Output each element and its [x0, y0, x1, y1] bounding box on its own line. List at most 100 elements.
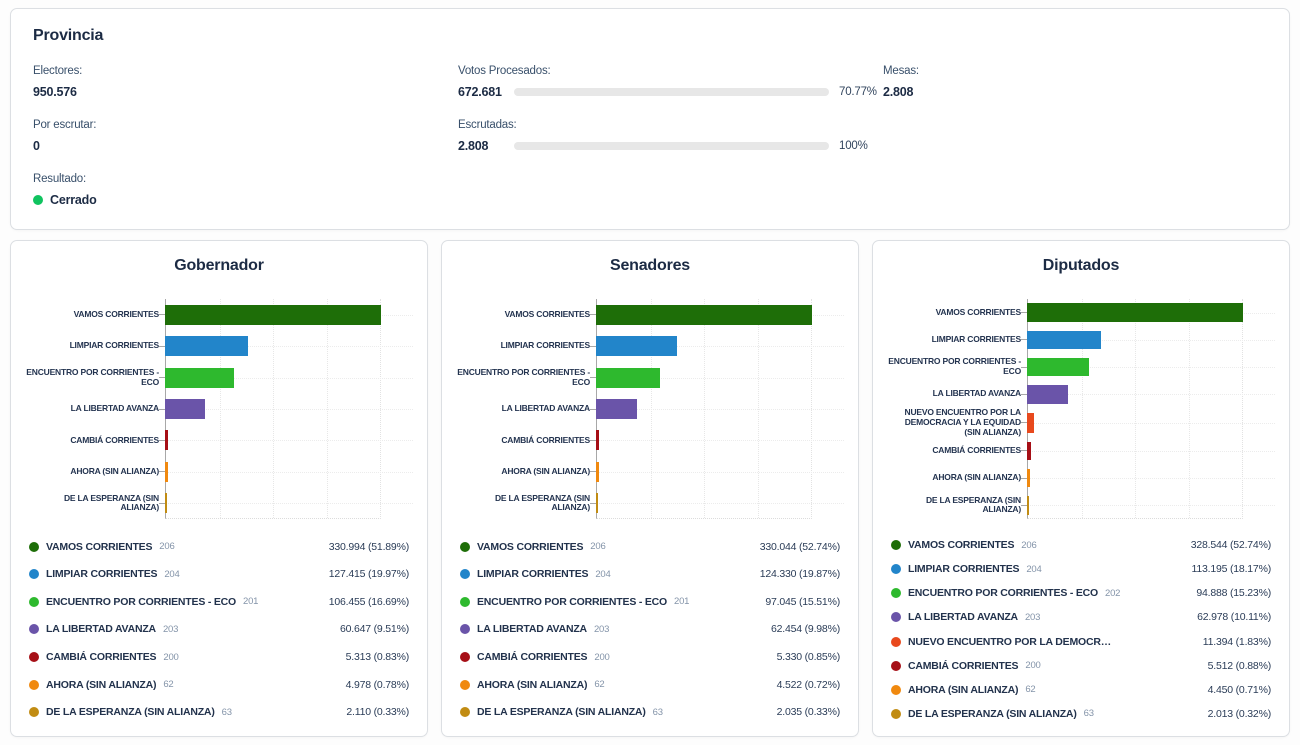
- legend-dot-icon: [891, 564, 901, 575]
- bar-limpiar-corrientes[interactable]: [596, 336, 678, 357]
- legend-row[interactable]: ENCUENTRO POR CORRIENTES - ECO 201 97.045 …: [460, 596, 840, 608]
- bar-de-la-esperanza-sin-alianza-[interactable]: [596, 493, 598, 514]
- chart-row: LA LIBERTAD AVANZA: [456, 393, 844, 424]
- axis-tick: [1021, 504, 1027, 506]
- legend-dot-icon: [460, 569, 470, 580]
- bar-de-la-esperanza-sin-alianza-[interactable]: [165, 493, 167, 514]
- legend-dot-icon: [29, 596, 39, 607]
- bar-area: [165, 488, 413, 519]
- legend-votes-value: 5.313 (0.83%): [345, 651, 410, 664]
- legend-list-number: 201: [674, 596, 690, 608]
- chart-row: VAMOS CORRIENTES: [887, 299, 1275, 326]
- bar-de-la-esperanza-sin-alianza-[interactable]: [1027, 496, 1029, 515]
- legend-votes-value: 4.978 (0.78%): [345, 678, 410, 691]
- bar-cambi-corrientes[interactable]: [596, 430, 600, 451]
- legend-party-name: LA LIBERTAD AVANZA: [908, 611, 1018, 624]
- legend-list-number: 200: [594, 651, 610, 663]
- legend-dot-icon: [460, 624, 470, 635]
- axis-tick: [590, 439, 596, 441]
- bar-vamos-corrientes[interactable]: [165, 304, 381, 325]
- category-label: DE LA ESPERANZA (SIN ALIANZA): [63, 492, 159, 513]
- por-escrutar-label: Por escrutar:: [33, 119, 97, 131]
- category-label: ENCUENTRO POR CORRIENTES - ECO: [888, 356, 1021, 377]
- chart-row: CAMBIÁ CORRIENTES: [456, 425, 844, 456]
- legend-row[interactable]: LA LIBERTAD AVANZA 203 62.978 (10.11%): [891, 611, 1271, 623]
- legend-row[interactable]: CAMBIÁ CORRIENTES 200 5.512 (0.88%): [891, 660, 1271, 672]
- bar-la-libertad-avanza[interactable]: [165, 399, 205, 420]
- category-label: ENCUENTRO POR CORRIENTES - ECO: [26, 366, 159, 387]
- bar-vamos-corrientes[interactable]: [596, 304, 812, 325]
- legend-row[interactable]: LIMPIAR CORRIENTES 204 127.415 (19.97%): [29, 568, 409, 580]
- chart-legend-diputados: VAMOS CORRIENTES 206 328.544 (52.74%) LIMPI…: [887, 533, 1275, 726]
- legend-list-number: 62: [163, 679, 174, 691]
- mesas-value: 2.808: [883, 85, 914, 99]
- legend-row[interactable]: NUEVO ENCUENTRO POR LA DEMOCR… 11.394 (1.…: [891, 636, 1271, 648]
- legend-dot-icon: [29, 569, 39, 580]
- chart-row: LIMPIAR CORRIENTES: [456, 330, 844, 361]
- bar-la-libertad-avanza[interactable]: [1027, 385, 1069, 404]
- legend-row[interactable]: DE LA ESPERANZA (SIN ALIANZA) 63 2.110 (0.…: [29, 706, 409, 718]
- legend-votes-value: 328.544 (52.74%): [1190, 539, 1271, 552]
- chart-card-gobernador: Gobernador VAMOS CORRIENTES LIMPIAR CORRIE…: [10, 240, 428, 737]
- bar-cambi-corrientes[interactable]: [1027, 441, 1031, 461]
- bar-limpiar-corrientes[interactable]: [165, 336, 249, 357]
- gridline: [326, 299, 328, 519]
- bar-ahora-sin-alianza-[interactable]: [1027, 468, 1030, 488]
- chart-gridlines: [1027, 299, 1243, 520]
- bar-area: [1027, 326, 1275, 353]
- legend-list-number: 204: [1026, 563, 1042, 575]
- legend-dot-icon: [891, 540, 901, 551]
- bar-cambi-corrientes[interactable]: [165, 430, 169, 451]
- status-closed-dot-icon: [33, 195, 43, 205]
- gridline: [273, 299, 274, 519]
- bar-ahora-sin-alianza-[interactable]: [165, 461, 169, 482]
- bar-area: [596, 299, 844, 330]
- legend-votes-value: 124.330 (19.87%): [759, 568, 840, 581]
- gridline: [1188, 299, 1190, 519]
- bar-area: [165, 362, 413, 393]
- legend-row[interactable]: VAMOS CORRIENTES 206 330.994 (51.89%): [29, 541, 409, 553]
- legend-row[interactable]: CAMBIÁ CORRIENTES 200 5.330 (0.85%): [460, 651, 840, 663]
- legend-row[interactable]: VAMOS CORRIENTES 206 328.544 (52.74%): [891, 539, 1271, 551]
- legend-row[interactable]: AHORA (SIN ALIANZA) 62 4.450 (0.71%): [891, 684, 1271, 696]
- legend-votes-value: 94.888 (15.23%): [1196, 587, 1271, 600]
- votos-procesados-percent: 70.77%: [839, 86, 877, 98]
- legend-list-number: 206: [1021, 539, 1037, 551]
- legend-party-name: DE LA ESPERANZA (SIN ALIANZA): [46, 706, 215, 719]
- legend-row[interactable]: DE LA ESPERANZA (SIN ALIANZA) 63 2.013 (0.…: [891, 708, 1271, 720]
- legend-votes-value: 330.994 (51.89%): [328, 540, 409, 553]
- legend-votes-value: 62.454 (9.98%): [771, 623, 840, 636]
- axis-tick: [159, 471, 165, 473]
- bar-ahora-sin-alianza-[interactable]: [596, 461, 599, 482]
- axis-tick: [159, 314, 165, 316]
- escrutadas-percent: 100%: [839, 140, 868, 152]
- legend-row[interactable]: LA LIBERTAD AVANZA 203 62.454 (9.98%): [460, 623, 840, 635]
- legend-votes-value: 113.195 (18.17%): [1191, 563, 1272, 576]
- votos-procesados-value: 672.681: [458, 85, 502, 99]
- legend-row[interactable]: CAMBIÁ CORRIENTES 200 5.313 (0.83%): [29, 651, 409, 663]
- bar-la-libertad-avanza[interactable]: [596, 399, 637, 420]
- legend-row[interactable]: AHORA (SIN ALIANZA) 62 4.522 (0.72%): [460, 679, 840, 691]
- legend-row[interactable]: LA LIBERTAD AVANZA 203 60.647 (9.51%): [29, 623, 409, 635]
- bar-nuevo-encuentro-por-la-democracia-y-la-equidad-sin-alianza-[interactable]: [1027, 412, 1035, 433]
- bar-vamos-corrientes[interactable]: [1027, 303, 1243, 322]
- bar-limpiar-corrientes[interactable]: [1027, 330, 1102, 350]
- legend-party-name: ENCUENTRO POR CORRIENTES - ECO: [477, 595, 668, 608]
- bar-encuentro-por-corrientes-eco[interactable]: [596, 367, 660, 388]
- legend-row[interactable]: ENCUENTRO POR CORRIENTES - ECO 201 106.455…: [29, 596, 409, 608]
- legend-dot-icon: [29, 652, 39, 663]
- chart-title-senadores: Senadores: [609, 257, 690, 274]
- legend-row[interactable]: ENCUENTRO POR CORRIENTES - ECO 202 94.888 …: [891, 587, 1271, 599]
- legend-row[interactable]: LIMPIAR CORRIENTES 204 124.330 (19.87%): [460, 568, 840, 580]
- legend-dot-icon: [29, 541, 39, 552]
- electores-value: 950.576: [33, 85, 77, 99]
- legend-row[interactable]: DE LA ESPERANZA (SIN ALIANZA) 63 2.035 (0.…: [460, 706, 840, 718]
- legend-row[interactable]: LIMPIAR CORRIENTES 204 113.195 (18.17%): [891, 563, 1271, 575]
- legend-row[interactable]: AHORA (SIN ALIANZA) 62 4.978 (0.78%): [29, 679, 409, 691]
- legend-row[interactable]: VAMOS CORRIENTES 206 330.044 (52.74%): [460, 541, 840, 553]
- legend-dot-icon: [891, 684, 901, 695]
- bar-encuentro-por-corrientes-eco[interactable]: [165, 367, 235, 388]
- chart-title-gobernador: Gobernador: [174, 257, 264, 274]
- chart-title-diputados: Diputados: [1042, 257, 1120, 274]
- bar-encuentro-por-corrientes-eco[interactable]: [1027, 357, 1090, 377]
